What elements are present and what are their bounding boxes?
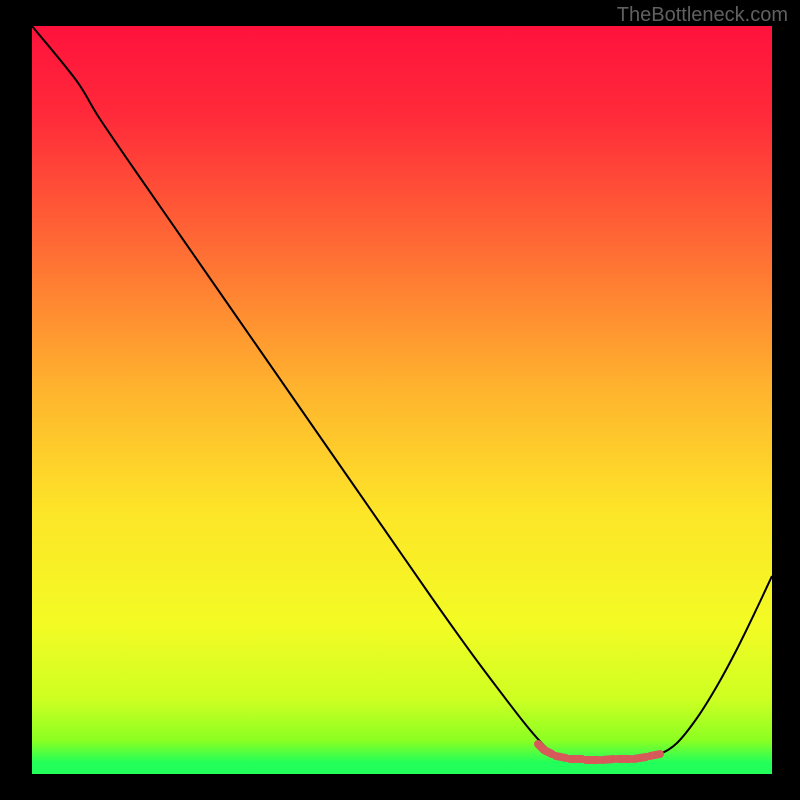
trough-highlight xyxy=(32,26,772,774)
attribution-text: TheBottleneck.com xyxy=(617,4,788,27)
plot-area xyxy=(32,26,772,774)
